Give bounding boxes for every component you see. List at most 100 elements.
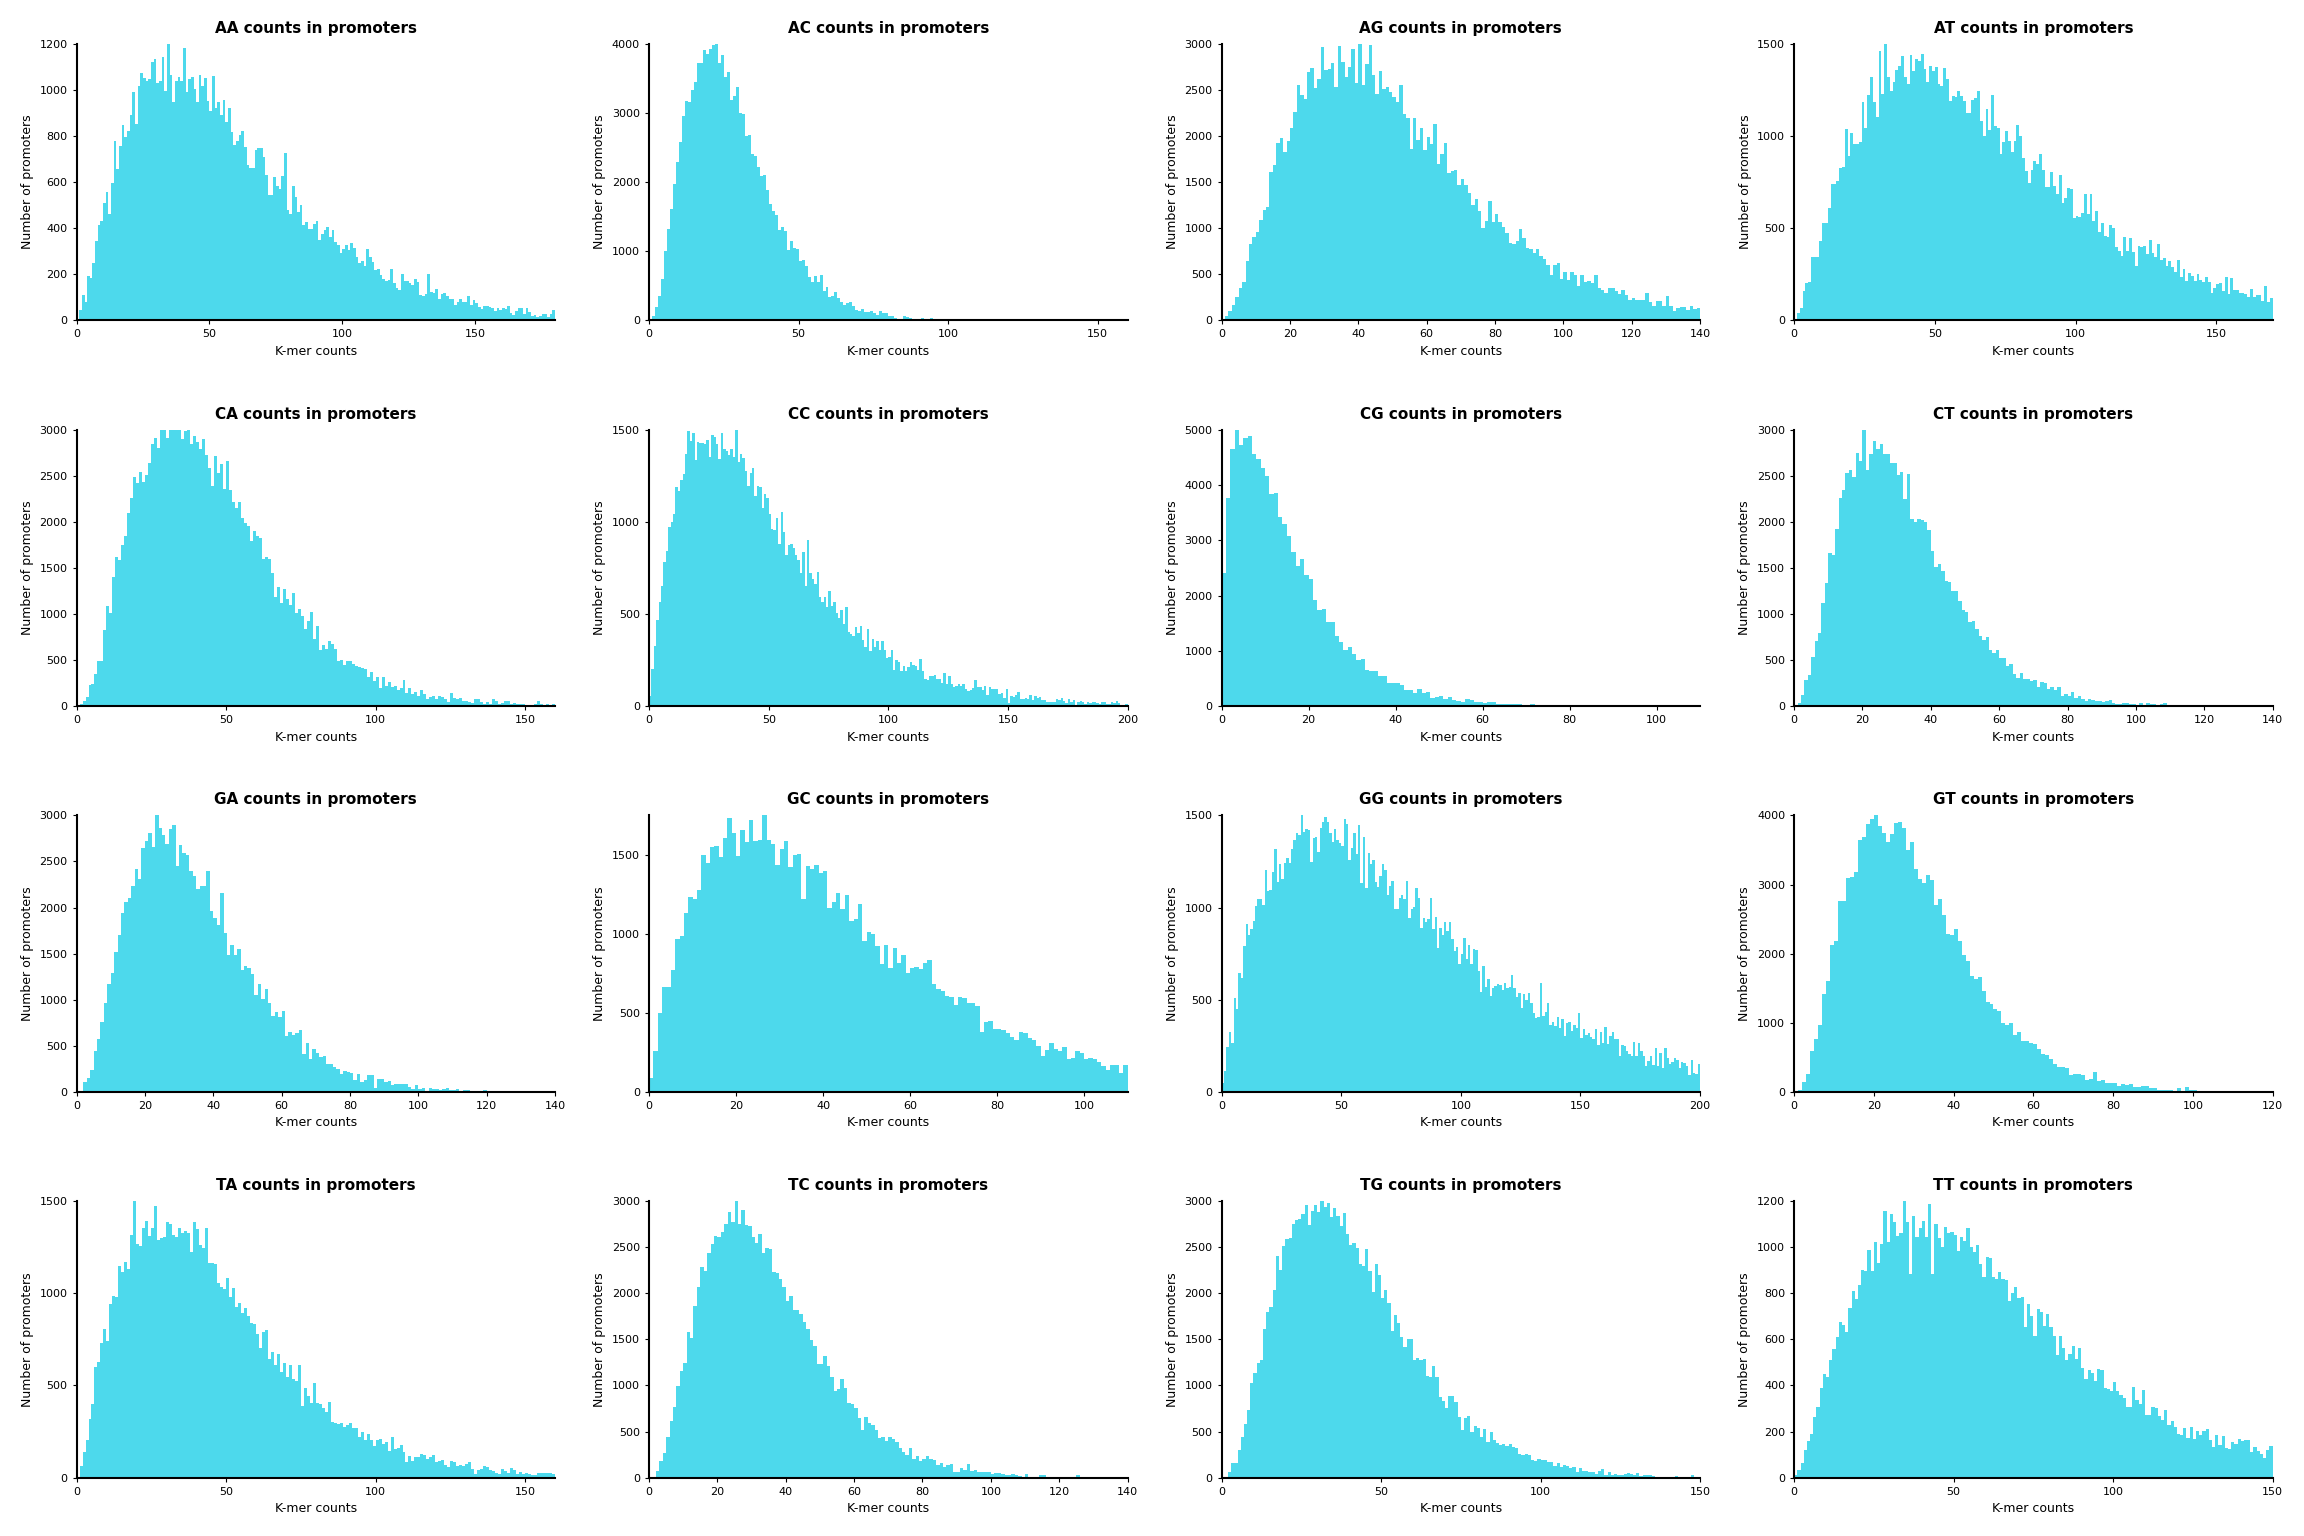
Bar [793, 1310, 795, 1478]
Bar [1571, 272, 1574, 321]
Bar [1887, 77, 1889, 321]
Bar [101, 660, 104, 707]
Bar [2007, 1301, 2011, 1478]
Bar [1014, 697, 1016, 707]
Bar [1403, 1347, 1408, 1478]
Bar [1477, 212, 1481, 321]
Bar [1491, 1432, 1493, 1478]
Bar [1901, 55, 1903, 321]
Bar [408, 688, 412, 707]
Bar [1023, 699, 1025, 707]
Bar [1422, 919, 1424, 1092]
Bar [1558, 1462, 1560, 1478]
Bar [511, 315, 516, 321]
Bar [2134, 1087, 2138, 1092]
Bar [1594, 275, 1597, 321]
Bar [940, 684, 942, 707]
Bar [1475, 951, 1477, 1092]
Bar [336, 1424, 339, 1478]
Bar [2180, 278, 2182, 321]
Bar [1583, 1029, 1585, 1092]
Bar [998, 694, 1000, 707]
Bar [1244, 1424, 1246, 1478]
Bar [1631, 1057, 1634, 1092]
Bar [175, 429, 177, 707]
Bar [1933, 905, 1938, 1092]
Title: AT counts in promoters: AT counts in promoters [1933, 22, 2134, 35]
Bar [438, 300, 440, 321]
Bar [196, 101, 198, 321]
Bar [1083, 702, 1085, 707]
Bar [366, 677, 369, 707]
Bar [122, 914, 124, 1092]
Bar [691, 433, 694, 707]
Bar [1657, 301, 1659, 321]
Bar [152, 1227, 154, 1478]
Bar [1581, 1038, 1583, 1092]
Bar [138, 879, 141, 1092]
Bar [1839, 900, 1841, 1092]
Bar [793, 548, 795, 707]
Bar [304, 630, 306, 707]
Bar [1799, 1462, 1804, 1478]
Bar [1362, 84, 1366, 321]
Bar [1643, 1475, 1645, 1478]
Bar [1366, 670, 1369, 707]
Bar [2101, 702, 2106, 707]
Bar [818, 872, 823, 1092]
Bar [85, 301, 88, 321]
Bar [403, 680, 406, 707]
Bar [92, 684, 94, 707]
Bar [1864, 1272, 1869, 1478]
Bar [1523, 994, 1525, 1092]
Bar [1449, 923, 1452, 1092]
Bar [194, 1223, 196, 1478]
Bar [260, 998, 265, 1092]
Bar [1470, 700, 1475, 707]
Bar [385, 281, 387, 321]
Bar [1226, 498, 1230, 707]
Bar [2078, 1349, 2081, 1478]
Bar [2117, 250, 2120, 321]
Bar [387, 280, 389, 321]
Bar [1295, 833, 1297, 1092]
Bar [147, 833, 152, 1092]
Bar [1334, 1207, 1336, 1478]
Bar [1560, 1467, 1562, 1478]
Bar [2269, 298, 2272, 321]
Bar [1290, 849, 1293, 1092]
Bar [316, 1402, 318, 1478]
Bar [442, 1089, 445, 1092]
Bar [537, 702, 539, 707]
Bar [1832, 1349, 1836, 1478]
Bar [1389, 886, 1392, 1092]
Bar [380, 1080, 385, 1092]
Bar [915, 667, 917, 707]
Y-axis label: Number of promoters: Number of promoters [1740, 501, 1751, 636]
Bar [2028, 183, 2030, 321]
Bar [258, 539, 263, 707]
Bar [484, 703, 486, 707]
Bar [1562, 1465, 1567, 1478]
Bar [458, 298, 463, 321]
Bar [276, 186, 279, 321]
Bar [2269, 1447, 2272, 1478]
Bar [799, 261, 802, 321]
Bar [422, 295, 424, 321]
Bar [714, 436, 717, 707]
Bar [1320, 828, 1322, 1092]
Bar [1841, 490, 1846, 707]
Bar [2106, 1389, 2110, 1478]
Bar [1094, 702, 1097, 707]
Bar [516, 705, 518, 707]
Bar [871, 934, 876, 1092]
Bar [113, 578, 115, 707]
Bar [728, 1212, 730, 1478]
Bar [355, 1428, 357, 1478]
Bar [2258, 295, 2260, 321]
Bar [1092, 702, 1094, 707]
Bar [1352, 654, 1357, 707]
Bar [1097, 703, 1099, 707]
Bar [456, 1465, 458, 1478]
Bar [346, 662, 348, 707]
